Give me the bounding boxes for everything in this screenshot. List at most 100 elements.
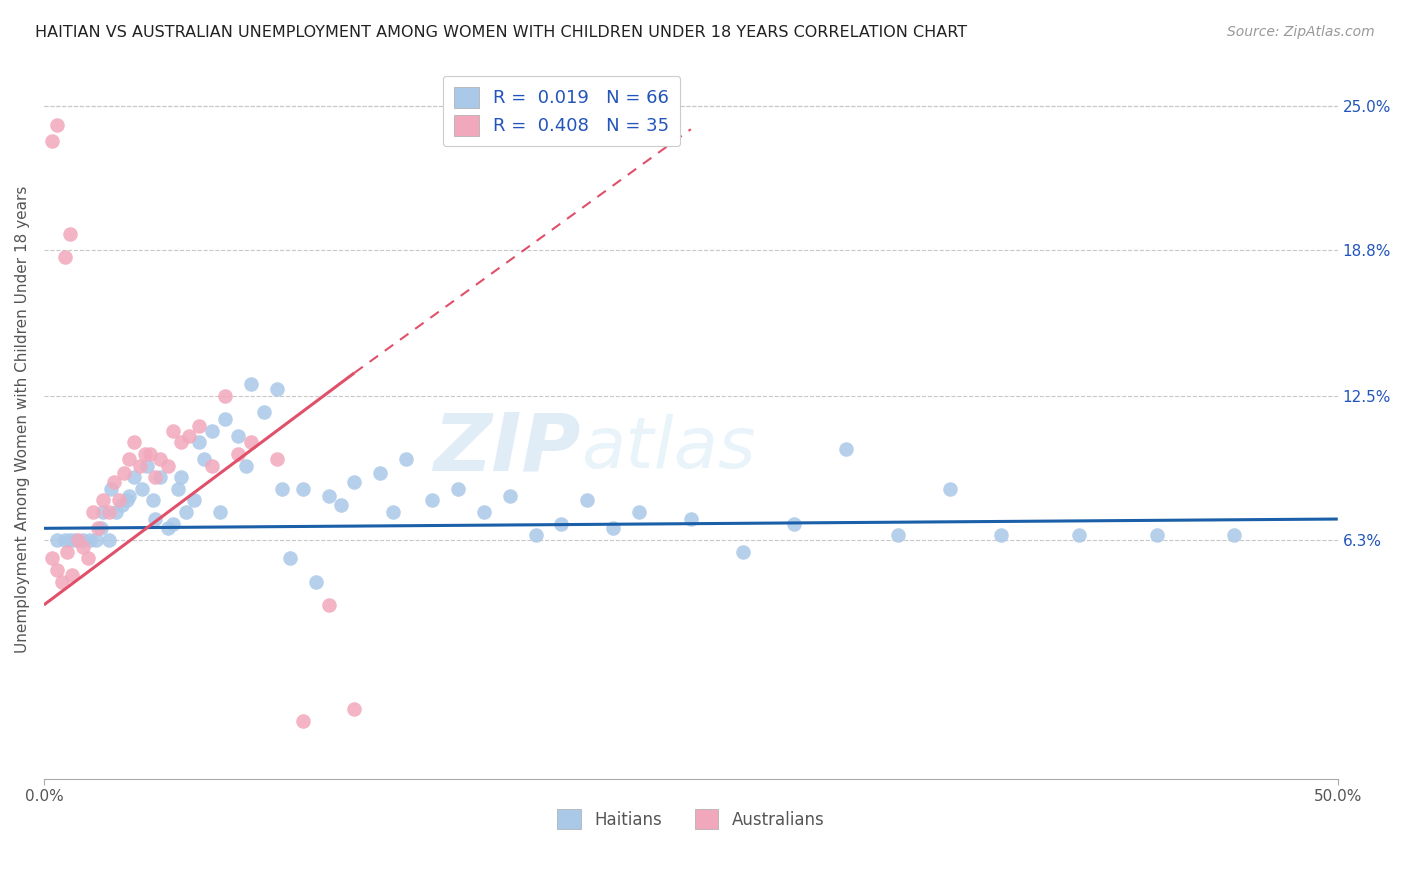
- Point: [149, 451, 172, 466]
- Point: [112, 466, 135, 480]
- Point: [226, 428, 249, 442]
- Point: [602, 521, 624, 535]
- Point: [472, 505, 495, 519]
- Point: [628, 505, 651, 519]
- Point: [226, 447, 249, 461]
- Point: [679, 512, 702, 526]
- Point: [1223, 528, 1246, 542]
- Point: [100, 482, 122, 496]
- Point: [395, 451, 418, 466]
- Point: [174, 505, 197, 519]
- Point: [79, 533, 101, 547]
- Point: [45, 563, 67, 577]
- Point: [201, 458, 224, 473]
- Point: [59, 533, 82, 547]
- Point: [783, 516, 806, 531]
- Point: [343, 702, 366, 716]
- Point: [162, 516, 184, 531]
- Text: Source: ZipAtlas.com: Source: ZipAtlas.com: [1227, 25, 1375, 39]
- Point: [576, 493, 599, 508]
- Point: [72, 540, 94, 554]
- Point: [97, 505, 120, 519]
- Point: [63, 533, 86, 547]
- Point: [136, 458, 159, 473]
- Point: [343, 475, 366, 489]
- Point: [149, 470, 172, 484]
- Point: [128, 458, 150, 473]
- Point: [368, 466, 391, 480]
- Point: [239, 377, 262, 392]
- Point: [330, 498, 353, 512]
- Point: [318, 489, 340, 503]
- Point: [266, 382, 288, 396]
- Point: [177, 428, 200, 442]
- Point: [45, 533, 67, 547]
- Point: [420, 493, 443, 508]
- Point: [110, 498, 132, 512]
- Point: [167, 482, 190, 496]
- Point: [304, 574, 326, 589]
- Point: [66, 533, 89, 547]
- Point: [208, 505, 231, 519]
- Point: [139, 447, 162, 461]
- Point: [835, 442, 858, 457]
- Point: [93, 505, 115, 519]
- Point: [105, 505, 128, 519]
- Point: [731, 544, 754, 558]
- Point: [938, 482, 960, 496]
- Point: [103, 475, 125, 489]
- Point: [118, 489, 141, 503]
- Point: [188, 435, 211, 450]
- Point: [214, 412, 236, 426]
- Point: [134, 447, 156, 461]
- Point: [143, 512, 166, 526]
- Point: [157, 458, 180, 473]
- Point: [41, 551, 63, 566]
- Point: [1146, 528, 1168, 542]
- Point: [72, 533, 94, 547]
- Point: [118, 451, 141, 466]
- Point: [318, 598, 340, 612]
- Point: [45, 118, 67, 132]
- Point: [90, 521, 112, 535]
- Point: [271, 482, 294, 496]
- Y-axis label: Unemployment Among Women with Children Under 18 years: Unemployment Among Women with Children U…: [15, 186, 30, 653]
- Point: [59, 227, 82, 241]
- Point: [53, 250, 76, 264]
- Point: [143, 470, 166, 484]
- Point: [87, 521, 110, 535]
- Point: [93, 493, 115, 508]
- Point: [266, 451, 288, 466]
- Text: atlas: atlas: [581, 414, 755, 483]
- Point: [53, 533, 76, 547]
- Point: [51, 574, 73, 589]
- Point: [291, 714, 314, 728]
- Point: [157, 521, 180, 535]
- Point: [278, 551, 301, 566]
- Point: [183, 493, 205, 508]
- Point: [524, 528, 547, 542]
- Point: [124, 470, 146, 484]
- Point: [447, 482, 470, 496]
- Point: [82, 505, 104, 519]
- Point: [235, 458, 257, 473]
- Point: [97, 533, 120, 547]
- Point: [124, 435, 146, 450]
- Text: ZIP: ZIP: [433, 409, 581, 487]
- Point: [84, 533, 107, 547]
- Point: [201, 424, 224, 438]
- Point: [60, 567, 83, 582]
- Point: [253, 405, 276, 419]
- Point: [131, 482, 153, 496]
- Point: [499, 489, 522, 503]
- Point: [162, 424, 184, 438]
- Point: [239, 435, 262, 450]
- Point: [193, 451, 215, 466]
- Point: [170, 470, 193, 484]
- Point: [188, 419, 211, 434]
- Point: [108, 493, 131, 508]
- Point: [1067, 528, 1090, 542]
- Point: [550, 516, 572, 531]
- Point: [41, 134, 63, 148]
- Point: [142, 493, 165, 508]
